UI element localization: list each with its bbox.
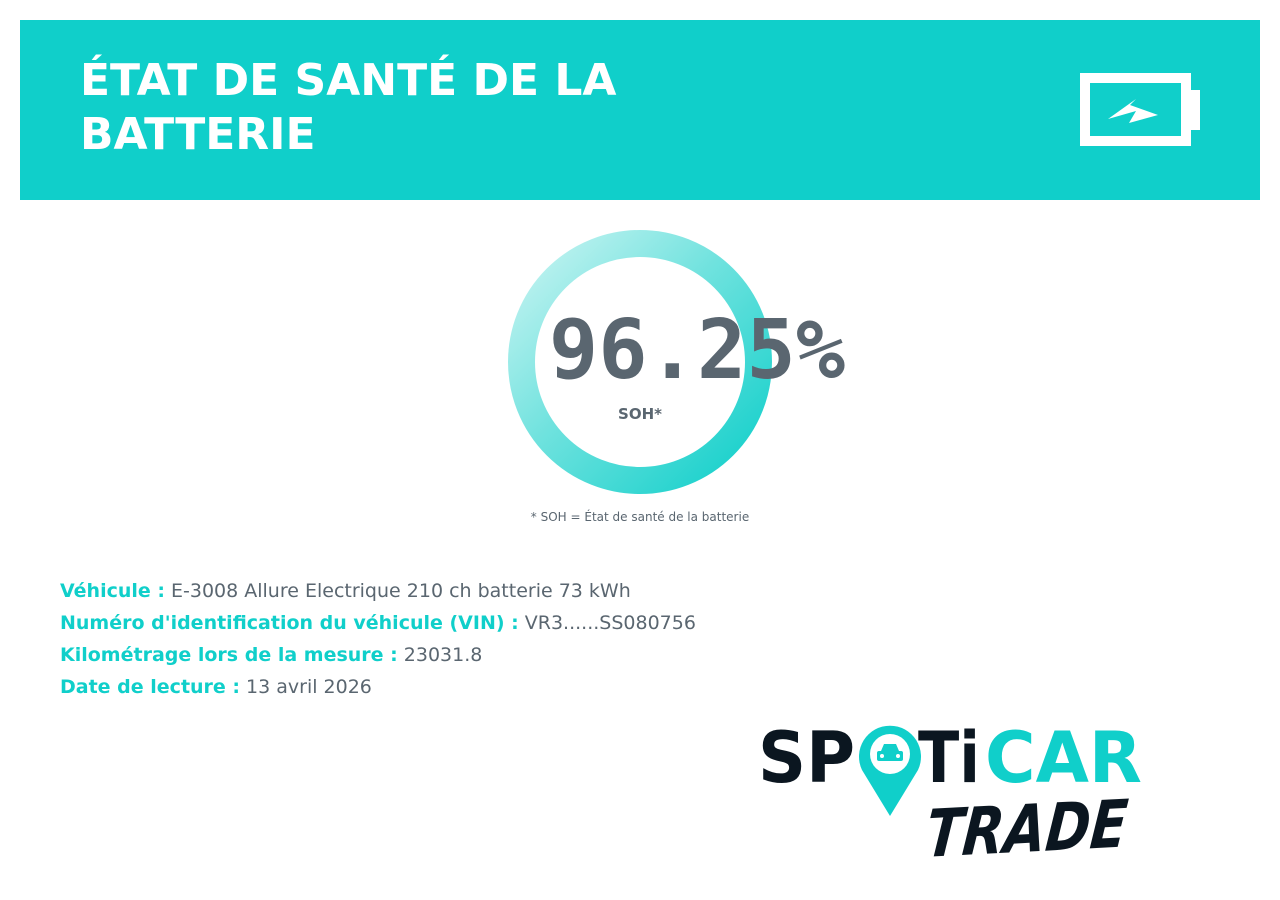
- detail-row: Date de lecture :13 avril 2026: [60, 671, 696, 703]
- detail-value: E-3008 Allure Electrique 210 ch batterie…: [171, 580, 631, 602]
- detail-row: Véhicule : E-3008 Allure Electrique 210 c…: [60, 575, 696, 607]
- detail-label: Kilométrage lors de la mesure :: [60, 644, 398, 666]
- detail-value: VR3......SS080756: [524, 612, 696, 634]
- logo-text: SP: [758, 717, 855, 799]
- battery-icon: [1080, 73, 1200, 146]
- detail-value: 23031.8: [403, 644, 483, 666]
- detail-row: Numéro d'identification du véhicule (VIN…: [60, 607, 696, 639]
- detail-label: Date de lecture :: [60, 676, 241, 698]
- logo-text: Ti: [918, 717, 980, 799]
- logo-text: CAR: [985, 717, 1142, 799]
- detail-row: Kilométrage lors de la mesure :23031.8: [60, 639, 696, 671]
- soh-gauge: 96.25% SOH* * SOH = État de santé de la …: [508, 230, 845, 524]
- detail-label: Véhicule :: [60, 580, 165, 602]
- footnote: * SOH = État de santé de la batterie: [531, 509, 749, 524]
- vehicle-details: Véhicule : E-3008 Allure Electrique 210 c…: [60, 575, 696, 703]
- soh-value: 96.25%: [549, 303, 845, 398]
- soh-label: SOH*: [618, 405, 662, 423]
- logo: SP Ti CAR TRADE: [758, 717, 1142, 870]
- logo-pin: [859, 725, 921, 816]
- detail-value: 13 avril 2026: [246, 676, 372, 698]
- header: ÉTAT DE SANTÉ DE LA BATTERIE: [20, 20, 1260, 200]
- page-title: ÉTAT DE SANTÉ DE LA BATTERIE: [80, 55, 617, 160]
- detail-label: Numéro d'identification du véhicule (VIN…: [60, 612, 519, 634]
- logo-text: TRADE: [923, 785, 1131, 870]
- gauge-ring: [508, 230, 772, 494]
